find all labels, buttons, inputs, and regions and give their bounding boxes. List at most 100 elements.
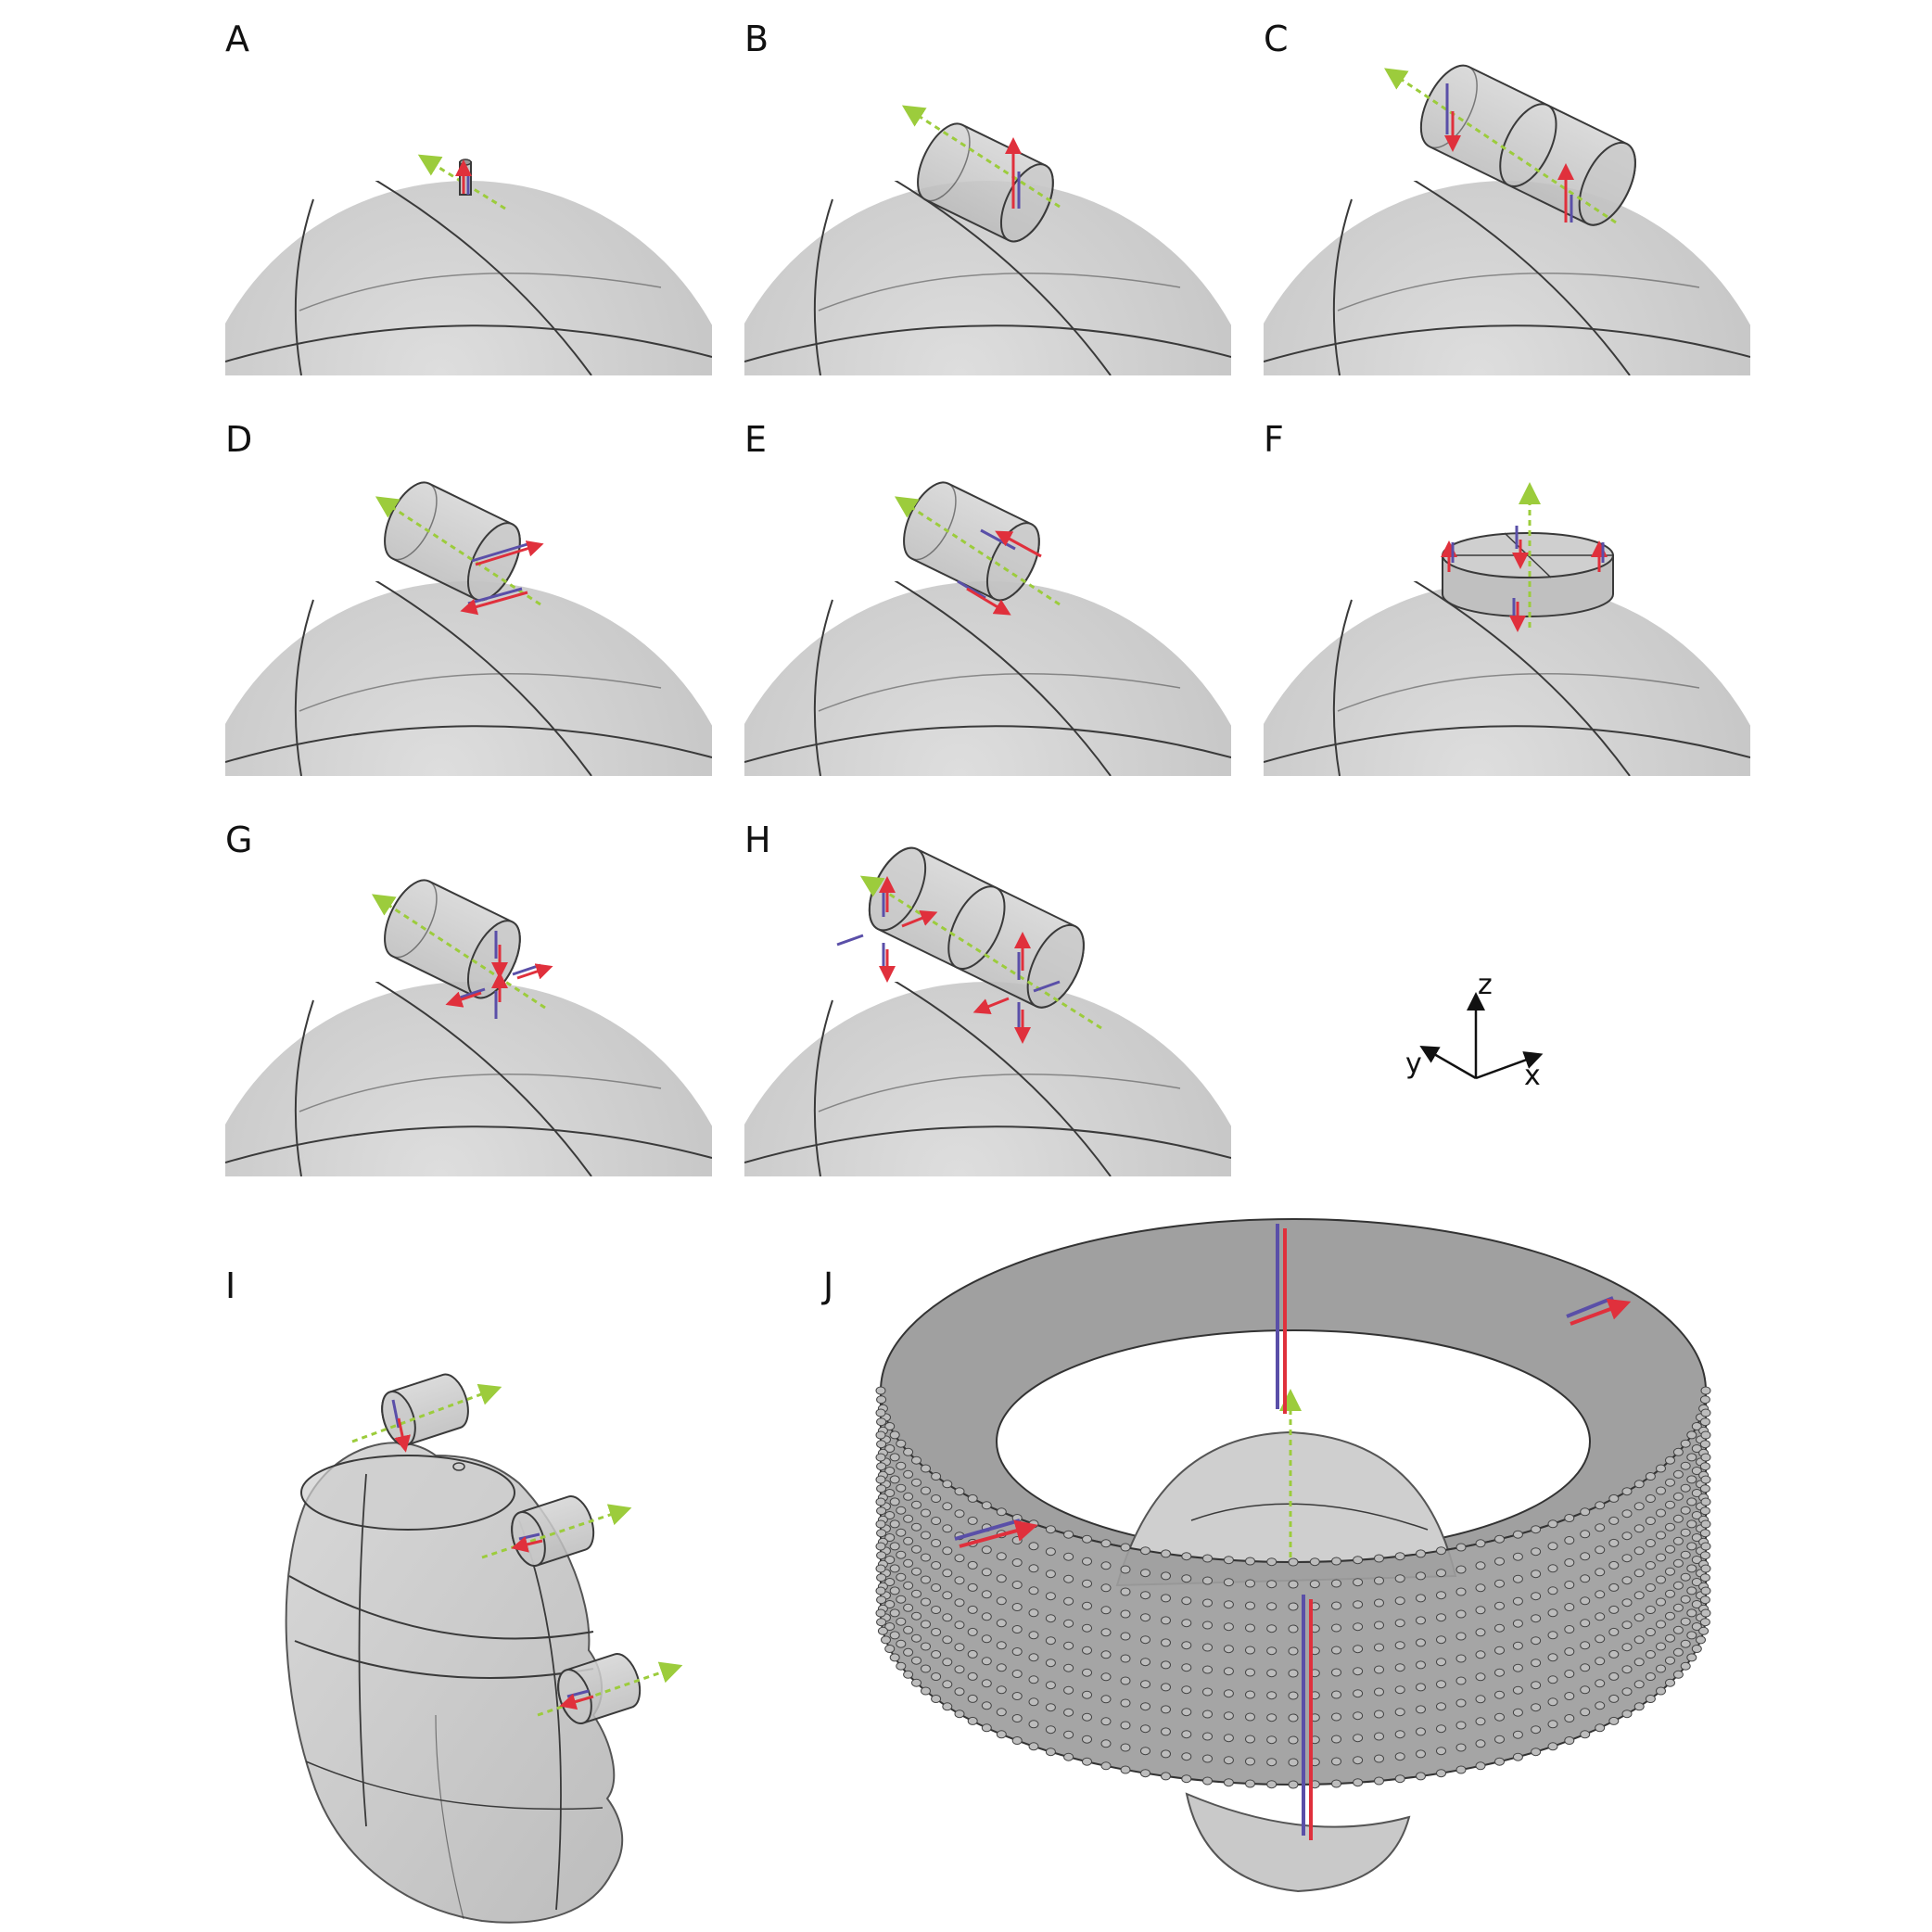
rod-end bbox=[1028, 1675, 1039, 1684]
rod-end bbox=[1082, 1557, 1092, 1566]
rod-end bbox=[1512, 1685, 1523, 1695]
rod-end bbox=[1580, 1708, 1591, 1717]
rod-end bbox=[903, 1670, 914, 1679]
panel-label-c: C bbox=[1264, 19, 1289, 59]
rod-end bbox=[996, 1507, 1007, 1517]
rod-end bbox=[1686, 1608, 1697, 1618]
rod-end bbox=[1700, 1475, 1711, 1484]
rod-end bbox=[1645, 1494, 1656, 1503]
rod-end bbox=[1394, 1708, 1405, 1717]
rod-end bbox=[1288, 1735, 1299, 1745]
rod-end bbox=[1161, 1594, 1171, 1603]
rod-end bbox=[1082, 1668, 1092, 1677]
rod-end bbox=[911, 1500, 922, 1509]
rod-end bbox=[1608, 1649, 1620, 1659]
rod-end bbox=[1455, 1565, 1467, 1574]
rod-end bbox=[1691, 1533, 1702, 1542]
rod-end bbox=[996, 1708, 1007, 1717]
rod-end bbox=[1266, 1557, 1277, 1567]
rod-end bbox=[1100, 1695, 1112, 1704]
rod-end bbox=[1223, 1600, 1234, 1609]
rod-end bbox=[1202, 1665, 1213, 1674]
rod-end bbox=[1672, 1447, 1684, 1456]
panel-d bbox=[190, 473, 746, 1138]
rod-end bbox=[1181, 1774, 1192, 1784]
ring-rods bbox=[875, 1386, 1711, 1789]
rod-end bbox=[1082, 1646, 1092, 1655]
rod-end bbox=[1394, 1730, 1405, 1739]
rod-end bbox=[1475, 1695, 1486, 1704]
rod-end bbox=[1353, 1711, 1364, 1721]
rod-end bbox=[1416, 1638, 1426, 1647]
rod-end bbox=[1665, 1567, 1675, 1576]
rod-end bbox=[876, 1595, 887, 1605]
highlighted-column-front bbox=[1302, 1595, 1313, 1840]
rod-end bbox=[903, 1492, 914, 1501]
rod-end bbox=[1608, 1538, 1620, 1547]
rod-end bbox=[1608, 1627, 1620, 1636]
rod-end bbox=[1595, 1523, 1606, 1532]
rod-end bbox=[1475, 1650, 1486, 1659]
rod-end bbox=[896, 1572, 907, 1582]
rod-end bbox=[942, 1480, 953, 1489]
rod-end bbox=[1547, 1519, 1558, 1529]
rod-end bbox=[1494, 1646, 1505, 1655]
rod-end bbox=[889, 1542, 900, 1551]
rod-end bbox=[1181, 1552, 1192, 1561]
rod-end bbox=[1455, 1609, 1467, 1619]
rod-end bbox=[981, 1612, 992, 1621]
rod-end bbox=[884, 1444, 896, 1453]
rod-end bbox=[1547, 1697, 1558, 1707]
panel-label-b: B bbox=[744, 19, 769, 59]
rod-end bbox=[921, 1664, 931, 1673]
rod-end bbox=[1691, 1489, 1702, 1497]
rod-end bbox=[1245, 1646, 1255, 1655]
rod-end bbox=[1531, 1725, 1542, 1735]
rod-end bbox=[1672, 1581, 1684, 1590]
rod-end bbox=[1564, 1670, 1575, 1678]
rod-end bbox=[1120, 1698, 1131, 1708]
rod-end bbox=[1580, 1574, 1591, 1583]
rod-end bbox=[1266, 1713, 1277, 1722]
rod-end bbox=[1436, 1702, 1446, 1711]
rod-end bbox=[1564, 1692, 1575, 1700]
panel-g bbox=[190, 871, 746, 1538]
rod-end bbox=[1063, 1663, 1074, 1672]
rod-end bbox=[1699, 1529, 1710, 1538]
rod-end bbox=[1416, 1749, 1426, 1759]
rod-end bbox=[954, 1598, 965, 1608]
rod-end bbox=[896, 1617, 907, 1626]
rod-end bbox=[1512, 1552, 1523, 1561]
rod-end bbox=[1494, 1534, 1505, 1544]
rod-end bbox=[1665, 1589, 1675, 1598]
rod-end bbox=[1394, 1641, 1405, 1650]
rod-end bbox=[1665, 1522, 1675, 1532]
rod-end bbox=[1082, 1757, 1092, 1766]
rod-end bbox=[931, 1494, 942, 1503]
rod-end bbox=[1531, 1570, 1542, 1579]
rod-end bbox=[1531, 1592, 1542, 1601]
rod-end bbox=[1331, 1623, 1341, 1633]
rod-end bbox=[1621, 1554, 1633, 1563]
rod-end bbox=[911, 1678, 922, 1687]
rod-end bbox=[1494, 1601, 1505, 1610]
rod-end bbox=[942, 1524, 953, 1533]
rod-end bbox=[1475, 1717, 1486, 1726]
rod-end bbox=[1455, 1543, 1467, 1552]
rod-end bbox=[889, 1497, 900, 1506]
rod-end bbox=[1633, 1613, 1645, 1622]
rod-end bbox=[1699, 1462, 1710, 1471]
rod-end bbox=[1580, 1641, 1591, 1650]
rod-end bbox=[1374, 1576, 1384, 1585]
rod-end bbox=[876, 1618, 887, 1627]
panel-i bbox=[285, 1373, 683, 1924]
rod-end bbox=[1665, 1478, 1675, 1487]
rod-end bbox=[1266, 1580, 1277, 1589]
rod-end bbox=[1331, 1779, 1341, 1788]
rod-end bbox=[1645, 1695, 1656, 1703]
rod-end bbox=[1547, 1720, 1558, 1729]
rod-end bbox=[1202, 1754, 1213, 1763]
rod-end bbox=[921, 1686, 931, 1696]
rod-end bbox=[1595, 1590, 1606, 1599]
rod-end bbox=[1475, 1539, 1486, 1548]
